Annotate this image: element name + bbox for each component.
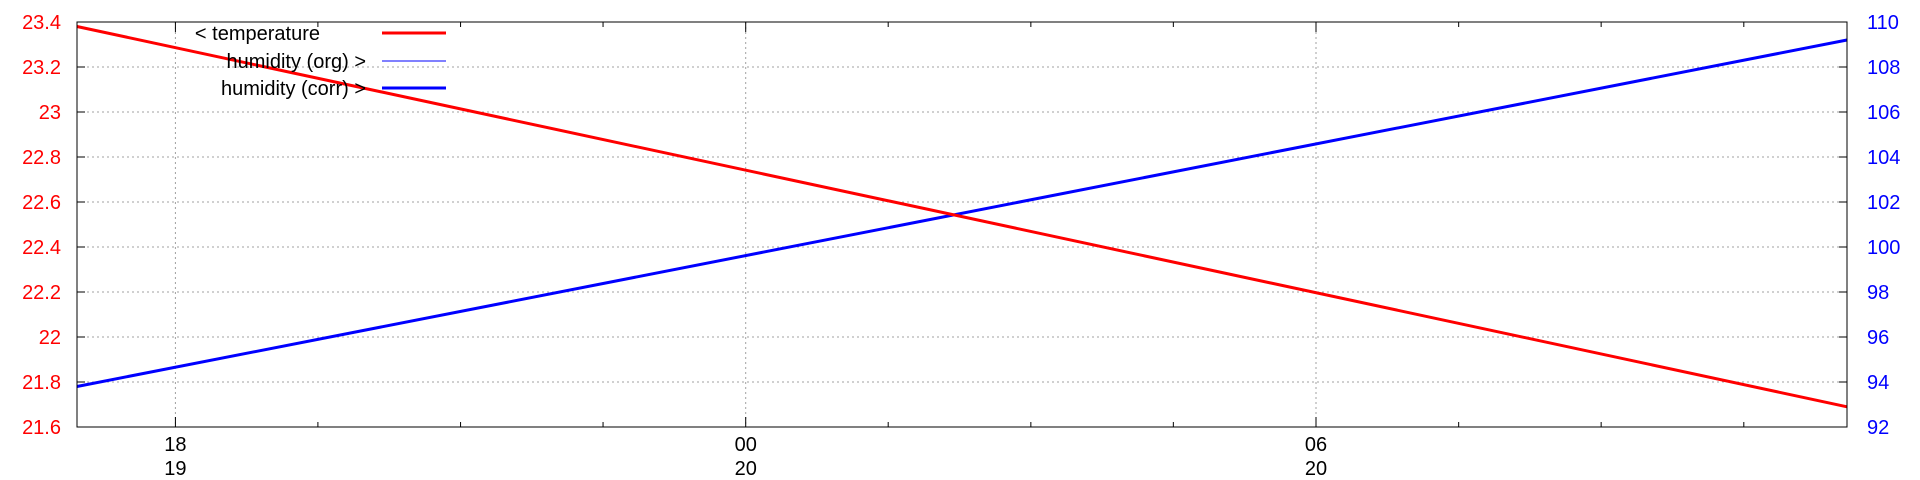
legend-label: humidity (org) > (227, 51, 367, 73)
y-right-tick-label: 108 (1867, 57, 1900, 79)
x-tick-label-hour: 00 (735, 434, 757, 456)
y-right-tick-labels: 92 94 96 98 100 102 104 106 108 110 (1867, 12, 1900, 439)
x-tick-label-hour: 18 (164, 434, 186, 456)
legend-label: < temperature (195, 23, 320, 45)
y-left-tick-label: 23.4 (22, 12, 61, 34)
y-right-tick-label: 100 (1867, 237, 1900, 259)
y-left-tick-label: 23.2 (22, 57, 61, 79)
y-right-tick-label: 110 (1867, 12, 1899, 34)
x-tick-label-hour: 06 (1305, 434, 1327, 456)
y-left-tick-label: 22.8 (22, 147, 61, 169)
x-tick-label-day: 20 (1305, 458, 1327, 480)
y-right-tick-label: 94 (1867, 372, 1889, 394)
y-right-tick-label: 106 (1867, 102, 1900, 124)
y-left-tick-label: 22.2 (22, 282, 61, 304)
y-right-tick-label: 102 (1867, 192, 1900, 214)
x-tick-label-day: 20 (735, 458, 757, 480)
y-right-tick-label: 96 (1867, 327, 1889, 349)
y-left-tick-label: 22.6 (22, 192, 61, 214)
axis-ticks (77, 21, 1847, 428)
y-right-tick-label: 92 (1867, 417, 1889, 439)
plot-frame (76, 21, 1848, 428)
y-left-tick-label: 21.8 (22, 372, 61, 394)
grid (77, 22, 1847, 427)
y-left-tick-label: 23 (39, 102, 61, 124)
series-line-0 (76, 25, 1848, 409)
y-left-tick-label: 21.6 (22, 417, 61, 439)
series-line-2 (76, 38, 1848, 388)
series-lines (76, 25, 1848, 409)
legend: < temperature humidity (org) > humidity (c… (195, 23, 446, 100)
x-tick-label-day: 19 (164, 458, 186, 480)
y-left-tick-label: 22.4 (22, 237, 61, 259)
y-right-tick-label: 104 (1867, 147, 1900, 169)
y-right-tick-label: 98 (1867, 282, 1889, 304)
legend-label: humidity (corr) > (221, 78, 366, 100)
y-left-tick-label: 22 (39, 327, 61, 349)
y-left-tick-labels: 21.6 21.8 22 22.2 22.4 22.6 22.8 23 23.2 23.4 (22, 12, 61, 439)
